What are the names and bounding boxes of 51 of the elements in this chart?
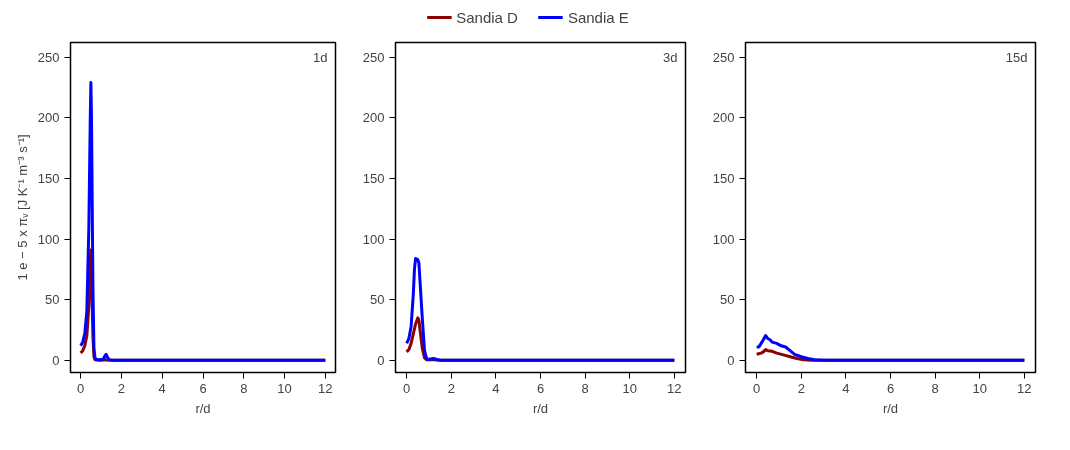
annotation: 15d (1005, 49, 1028, 65)
y-tick-label: 200 (712, 110, 735, 126)
x-tick-label: 8 (931, 380, 939, 396)
y-tick-label: 200 (37, 110, 60, 126)
x-tick-label: 6 (886, 380, 895, 396)
x-tick-label: 0 (403, 380, 411, 396)
y-tick-label: 250 (362, 49, 385, 65)
x-tick-label: 6 (199, 380, 207, 396)
x-tick-label: 4 (492, 380, 500, 396)
line-series (79, 81, 327, 362)
y-axis-title: 1 e − 5 x πᵥ [J K⁻¹ m⁻³ s⁻¹] (14, 134, 30, 281)
x-tick-label: 12 (1017, 380, 1032, 396)
annotation: 1d (313, 49, 328, 65)
x-axis-title: r/d (532, 400, 549, 416)
y-tick-label: 100 (362, 231, 385, 247)
x-axis-title: r/d (882, 400, 899, 416)
y-tick-label: 150 (37, 170, 60, 186)
line-series (405, 256, 676, 362)
x-tick-label: 2 (117, 380, 126, 396)
x-axis-title: r/d (195, 400, 211, 416)
y-tick-label: 0 (727, 352, 735, 368)
y-tick-label: 50 (720, 292, 735, 308)
y-tick-label: 100 (712, 231, 735, 247)
x-tick-label: 4 (842, 380, 850, 396)
line-series (755, 334, 1026, 362)
y-tick-label: 250 (712, 49, 735, 65)
y-tick-label: 200 (362, 110, 385, 126)
y-tick-label: 50 (370, 292, 385, 308)
x-tick-label: 0 (77, 380, 85, 396)
x-tick-label: 4 (158, 380, 166, 396)
x-tick-label: 6 (536, 380, 545, 396)
x-tick-label: 10 (622, 380, 637, 396)
legend-label: Sandia D (456, 8, 518, 26)
y-tick-label: 150 (712, 170, 735, 186)
x-tick-label: 2 (447, 380, 455, 396)
x-tick-label: 2 (797, 380, 805, 396)
y-tick-label: 0 (52, 352, 60, 368)
x-tick-label: 12 (667, 380, 682, 396)
y-tick-label: 50 (45, 292, 60, 308)
x-tick-label: 10 (277, 380, 292, 396)
legend-label: Sandia E (567, 8, 629, 26)
y-tick-label: 250 (37, 49, 60, 65)
x-tick-label: 12 (318, 380, 333, 396)
y-tick-label: 100 (37, 231, 60, 247)
x-tick-label: 0 (753, 380, 761, 396)
y-tick-label: 150 (362, 170, 385, 186)
x-tick-label: 8 (240, 380, 248, 396)
x-tick-label: 10 (972, 380, 987, 396)
x-tick-label: 8 (581, 380, 589, 396)
annotation: 3d (663, 49, 678, 65)
y-tick-label: 0 (377, 352, 385, 368)
